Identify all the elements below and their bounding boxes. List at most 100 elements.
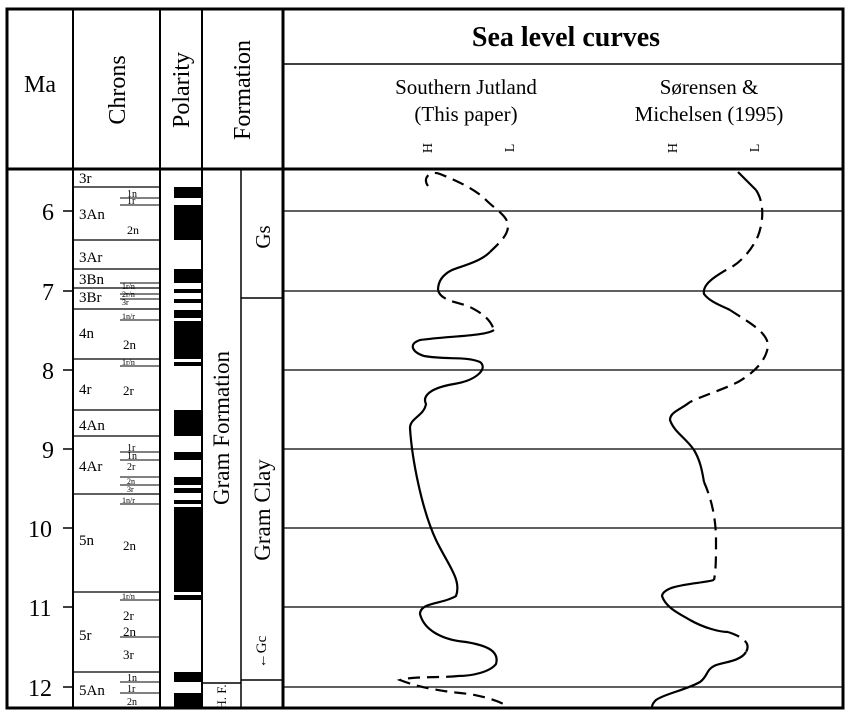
subchron-label: 1n/r [122,496,135,505]
subchron-label: 2r [127,462,136,473]
gram-clay-label: Gram Clay [250,459,275,561]
curve-segment-dashed [727,630,749,653]
normal-polarity-band [174,410,202,436]
chart-title: Sea level curves [472,22,660,53]
chron-label-4r: 4r [79,382,92,398]
normal-polarity-band [174,477,202,485]
curve2-label-line1: Sørensen & [660,75,759,99]
curve-segment-dashed [396,674,511,709]
normal-polarity-band [174,595,202,600]
chron-label-3An: 3An [79,207,105,223]
curve-segment-dashed [436,289,496,331]
age-gridlines [283,210,843,688]
age-label-11: 11 [28,596,51,622]
subchron-label: 1r [127,684,136,695]
subchron-label: 1n [127,673,137,684]
curve1-label-line1: Southern Jutland [395,75,537,99]
curve2-high-label: H [666,143,681,153]
subchron-label: 2r [123,383,135,398]
curve-segment-solid [660,578,729,634]
curve1-high-label: H [421,143,436,153]
normal-polarity-band [174,500,202,504]
subchron-label: 2n [127,697,137,708]
subchron-label: 1n/r [122,312,135,321]
normal-polarity-band [174,187,202,198]
subchron-label: 2n [123,538,137,553]
subchron-label: 1r/n [122,358,135,367]
subchron-label: 3r [123,647,135,662]
curve-segment-solid [737,171,757,191]
age-label-9: 9 [42,438,54,464]
normal-polarity-band [174,507,202,592]
normal-polarity-band [174,299,202,303]
chron-label-3Bn: 3Bn [79,272,105,288]
curve1-label-line2: (This paper) [414,102,517,126]
age-label-6: 6 [42,200,54,226]
subchron-label: 2r [123,608,135,623]
normal-polarity-band [174,693,202,708]
subchron-label: 2n [123,624,137,639]
curve-sorensen-michelsen [650,171,770,709]
chron-label-3Ar: 3Ar [79,250,102,266]
subchron-label: 1r [127,196,136,207]
curve-segment-dashed [725,189,764,272]
subchron-label: 2r/n [122,290,135,299]
subchron-labels: 1n 1r 2n 1r/n 2r/n 3r 1n/r 2n 1r/n 2r 1r… [122,189,139,708]
chron-label-5n: 5n [79,533,95,549]
curve1-low-label: L [503,144,518,153]
gc-label: ←Gc [254,635,270,668]
normal-polarity-band [174,362,202,366]
subchron-label: 1r [127,443,136,454]
chron-label-5r: 5r [79,628,92,644]
normal-polarity-band [174,310,202,318]
chrons-header: Chrons [105,55,131,124]
curve-segment-solid [668,401,706,483]
gs-label: Gs [251,225,275,248]
subchron-label: 3r [127,485,134,494]
chron-label-3r: 3r [79,171,92,187]
subchron-label: 1r/n [122,282,135,291]
curve2-low-label: L [748,144,763,153]
subchron-label: 1n [127,451,137,462]
curve-segment-solid [702,269,731,311]
age-label-7: 7 [42,280,54,306]
curve2-label-line2: Michelsen (1995) [635,102,784,126]
normal-polarity-band [174,289,202,293]
chron-label-4An: 4An [79,418,105,434]
subchron-label: 1n [127,189,137,200]
curve-segment-dashed [689,309,770,403]
age-axis [63,210,73,688]
gram-formation-label: Gram Formation [209,351,234,505]
chron-label-3Br: 3Br [79,290,102,306]
subchron-label: 1r/n [122,592,135,601]
subchron-label: 2n [127,223,139,237]
age-label-10: 10 [28,517,52,543]
curve-segment-solid [436,251,491,291]
chron-boundaries [73,186,160,673]
polarity-header: Polarity [169,52,195,128]
normal-polarity-band [174,269,202,283]
subchron-label: 2n [127,477,135,486]
subchron-label: 2n [123,337,137,352]
curve-segment-solid [650,651,747,709]
chron-label-4Ar: 4Ar [79,459,102,475]
curve-segment-dashed [702,481,718,581]
normal-polarity-band [174,672,202,682]
normal-polarity-band [174,452,202,460]
normal-polarity-band [174,321,202,359]
normal-polarity-band [174,488,202,493]
formation-header: Formation [230,40,256,140]
subchron-boundaries [120,197,160,694]
subchron-label: 3r [122,298,129,307]
curve-southern-jutland [396,171,511,709]
age-label-8: 8 [42,359,54,385]
hf-label: H. F. [214,684,229,709]
age-label-12: 12 [28,676,52,702]
ma-header: Ma [24,72,56,98]
normal-polarity-band [174,205,202,240]
curve-segment-dashed [424,171,510,253]
polarity-column [174,187,202,708]
chron-label-4n: 4n [79,326,95,342]
chron-label-5An: 5An [79,683,105,699]
